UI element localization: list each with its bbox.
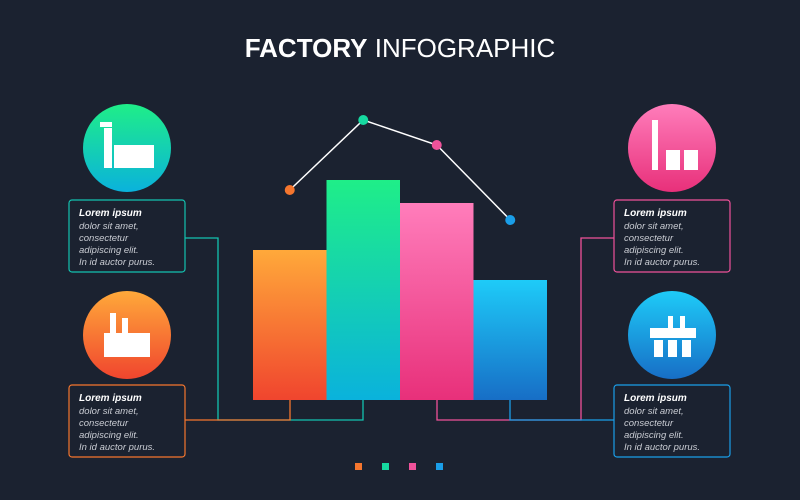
panel-text: In id auctor purus. [624, 257, 700, 268]
panel-text: dolor sit amet, [79, 221, 139, 232]
panel-text: consectetur [79, 418, 129, 429]
title: FACTORY INFOGRAPHIC [245, 33, 556, 63]
panel-text: dolor sit amet, [624, 406, 684, 417]
line-marker [358, 115, 369, 125]
panel-text: adipiscing elit. [624, 430, 684, 441]
panel-text: adipiscing elit. [79, 430, 139, 441]
text-box [613, 384, 731, 458]
panel-text: consectetur [624, 233, 674, 244]
text-box [68, 384, 186, 458]
panel-title: Lorem ipsum [624, 393, 687, 404]
connectors [185, 237, 614, 421]
icons [83, 104, 716, 379]
panel-text: dolor sit amet, [79, 406, 139, 417]
panel-text: adipiscing elit. [624, 245, 684, 256]
panel-text: dolor sit amet, [624, 221, 684, 232]
connector [185, 400, 291, 421]
line-marker [284, 185, 295, 195]
line-marker [505, 215, 516, 225]
bar [326, 180, 400, 400]
connector [509, 400, 614, 421]
pager-dots [355, 463, 443, 470]
panel-title: Lorem ipsum [79, 393, 142, 404]
panel-title: Lorem ipsum [79, 208, 142, 219]
bar [400, 203, 474, 400]
icon-circle [628, 104, 716, 192]
bar [473, 280, 547, 400]
panel-text: consectetur [624, 418, 674, 429]
title-light: INFOGRAPHIC [375, 33, 556, 63]
panel-text: In id auctor purus. [79, 442, 155, 453]
text-box [613, 199, 731, 273]
dot [409, 463, 416, 470]
panel-text: In id auctor purus. [624, 442, 700, 453]
factory-icon [100, 122, 154, 168]
bar [253, 250, 327, 400]
title-strong: FACTORY [245, 33, 368, 63]
dot [355, 463, 362, 470]
factory-icon [650, 316, 696, 357]
panel-text: In id auctor purus. [79, 257, 155, 268]
panel-text: consectetur [79, 233, 129, 244]
panel-text: adipiscing elit. [79, 245, 139, 256]
panel-title: Lorem ipsum [624, 208, 687, 219]
text-box [68, 199, 186, 273]
factory-icon [104, 313, 150, 357]
line-marker [431, 140, 442, 150]
trend-line [289, 119, 511, 221]
factory-icon [652, 120, 698, 170]
dot [382, 463, 389, 470]
dot [436, 463, 443, 470]
